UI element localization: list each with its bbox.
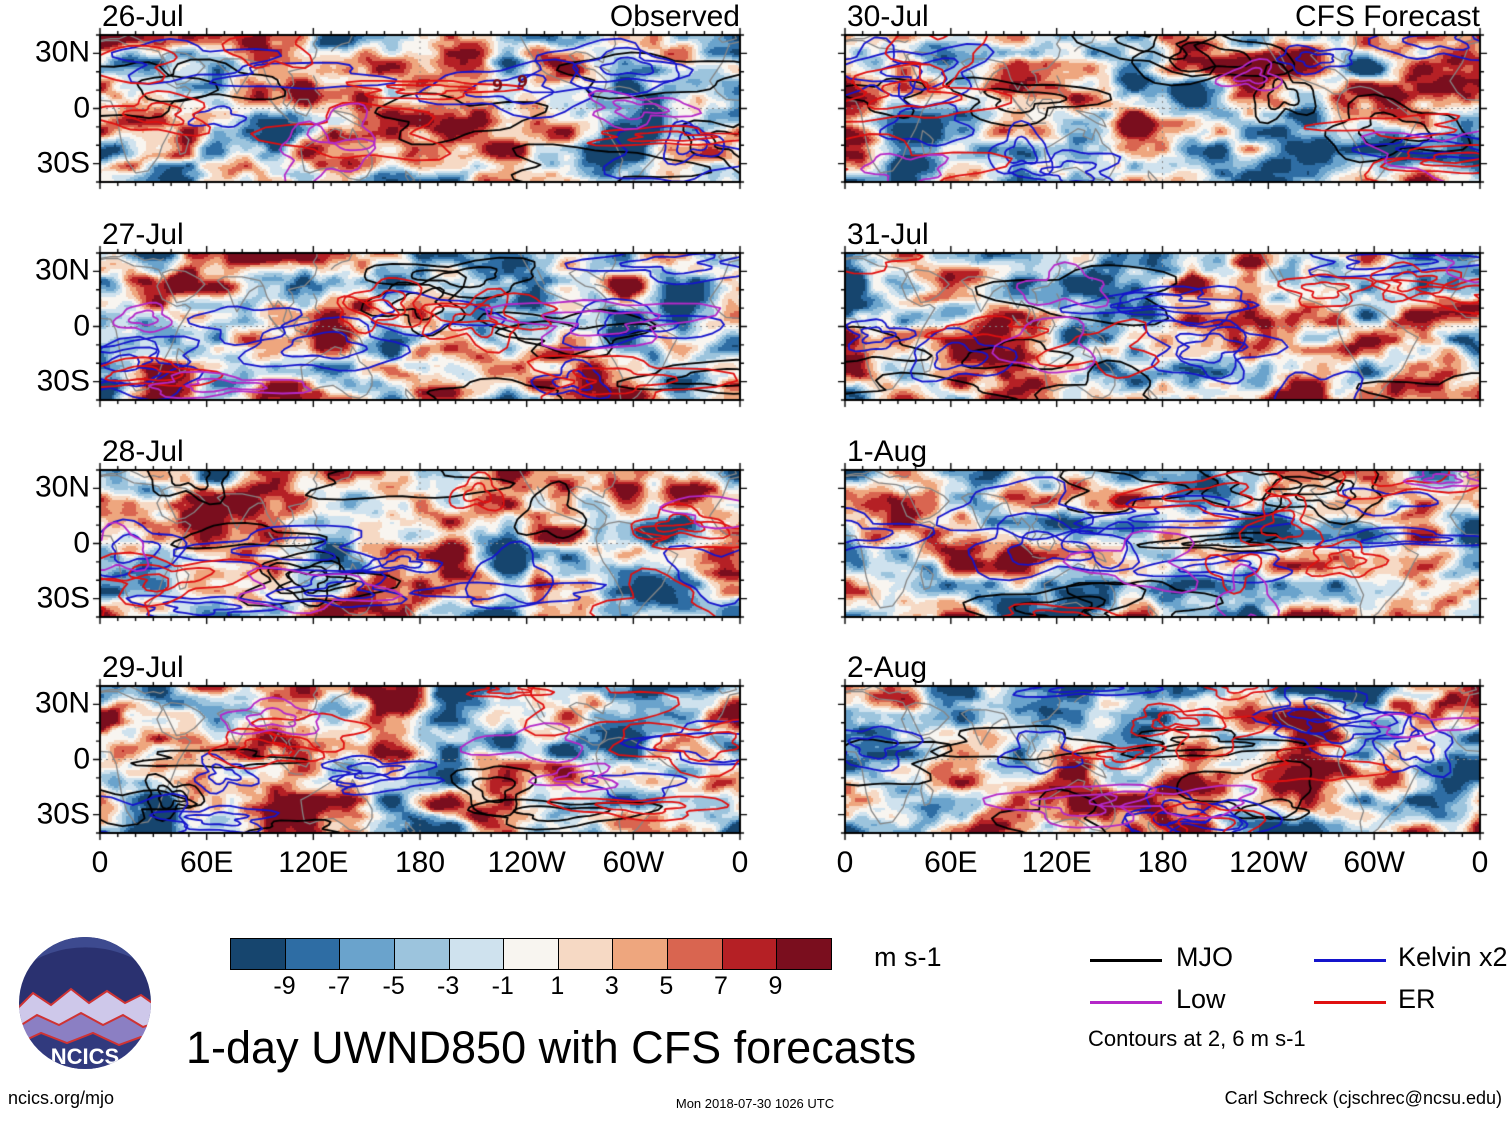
colorbar-cell	[394, 939, 450, 969]
lat-label: 30S	[36, 581, 90, 615]
lon-label: 60E	[179, 846, 234, 879]
lon-label: 60W	[1343, 846, 1405, 879]
legend-label-mjo: MJO	[1176, 942, 1233, 972]
colorbar-tick-label: -7	[327, 972, 351, 1000]
footer-url: ncics.org/mjo	[8, 1088, 115, 1108]
colorbar-cell	[558, 939, 614, 969]
lat-label: 0	[73, 526, 90, 560]
colorbar-cell	[504, 939, 559, 969]
colorbar-tick-label: 1	[550, 972, 565, 1000]
colorbar-tick-label: -3	[437, 972, 460, 1000]
lat-label: 30S	[36, 364, 90, 398]
lon-label: 120W	[487, 846, 566, 879]
map-canvas-30jul	[837, 27, 1488, 190]
colorbar-tick-label: -9	[273, 972, 296, 1000]
colorbar-cell	[668, 939, 723, 969]
lon-label: 120E	[278, 846, 349, 879]
footer-timestamp: Mon 2018-07-30 1026 UTC	[675, 1096, 835, 1111]
colorbar-tick-label: 7	[713, 972, 728, 1000]
legend-line-low	[1090, 1001, 1162, 1004]
colorbar-cell	[777, 939, 832, 969]
map-canvas-29jul	[92, 678, 748, 841]
lon-label: 60W	[602, 846, 665, 879]
logo-ridge-mid-outline	[19, 1011, 151, 1030]
lat-label: 30N	[34, 253, 90, 287]
legend-line-er	[1314, 1001, 1386, 1004]
colorbar-tick-label: 9	[768, 972, 783, 1000]
main-title: 1-day UWND850 with CFS forecasts	[186, 1022, 917, 1073]
map-canvas-27jul	[92, 245, 748, 408]
colorbar-tick-label: -5	[382, 972, 405, 1000]
lon-label: 180	[394, 846, 446, 879]
lon-label: 120E	[1021, 846, 1092, 879]
lon-label: 120W	[1229, 846, 1308, 879]
lat-label: 30N	[34, 686, 90, 720]
lon-label: 0	[1471, 846, 1489, 879]
lat-label: 0	[73, 742, 90, 776]
ncics-logo: NCICS	[19, 937, 151, 1069]
colorbar-tick-label: -1	[491, 972, 514, 1000]
colorbar-tick-label: 5	[659, 972, 674, 1000]
lon-label: 60E	[924, 846, 978, 879]
logo-ridge-back-outline	[19, 987, 151, 1012]
colorbar-cell	[285, 939, 341, 969]
map-canvas-26jul	[92, 27, 748, 190]
legend-label-kelvin: Kelvin x2	[1398, 942, 1508, 972]
colorbar-cell	[722, 939, 778, 969]
logo-text: NCICS	[51, 1044, 119, 1069]
lon-label: 0	[836, 846, 854, 879]
lat-label: 30S	[36, 146, 90, 180]
footer-credit: Carl Schreck (cjschrec@ncsu.edu)	[1224, 1088, 1502, 1108]
map-canvas-1aug	[837, 462, 1488, 625]
map-canvas-31jul	[837, 245, 1488, 408]
lat-label: 0	[73, 91, 90, 125]
lon-label: 0	[731, 846, 749, 879]
lat-label: 30N	[34, 470, 90, 504]
legend-line-mjo	[1090, 959, 1162, 962]
colorbar-cell	[231, 939, 286, 969]
colorbar-units: m s-1	[874, 942, 942, 972]
legend-label-er: ER	[1398, 984, 1436, 1014]
lat-label: 30N	[34, 35, 90, 69]
colorbar-cell	[613, 939, 669, 969]
map-canvas-2aug	[837, 678, 1488, 841]
lon-label: 180	[1137, 846, 1188, 879]
legend-line-kelvin	[1314, 959, 1386, 962]
colorbar	[230, 938, 832, 970]
logo-ridge-front-outline	[19, 1031, 151, 1047]
legend-label-low: Low	[1176, 984, 1226, 1014]
colorbar-cell	[340, 939, 395, 969]
lat-label: 0	[73, 309, 90, 343]
map-canvas-28jul	[92, 462, 748, 625]
lon-label: 0	[91, 846, 109, 879]
colorbar-cell	[449, 939, 505, 969]
colorbar-tick-label: 3	[604, 972, 619, 1000]
legend-contour-note: Contours at 2, 6 m s-1	[1088, 1026, 1306, 1051]
lat-label: 30S	[36, 797, 90, 831]
